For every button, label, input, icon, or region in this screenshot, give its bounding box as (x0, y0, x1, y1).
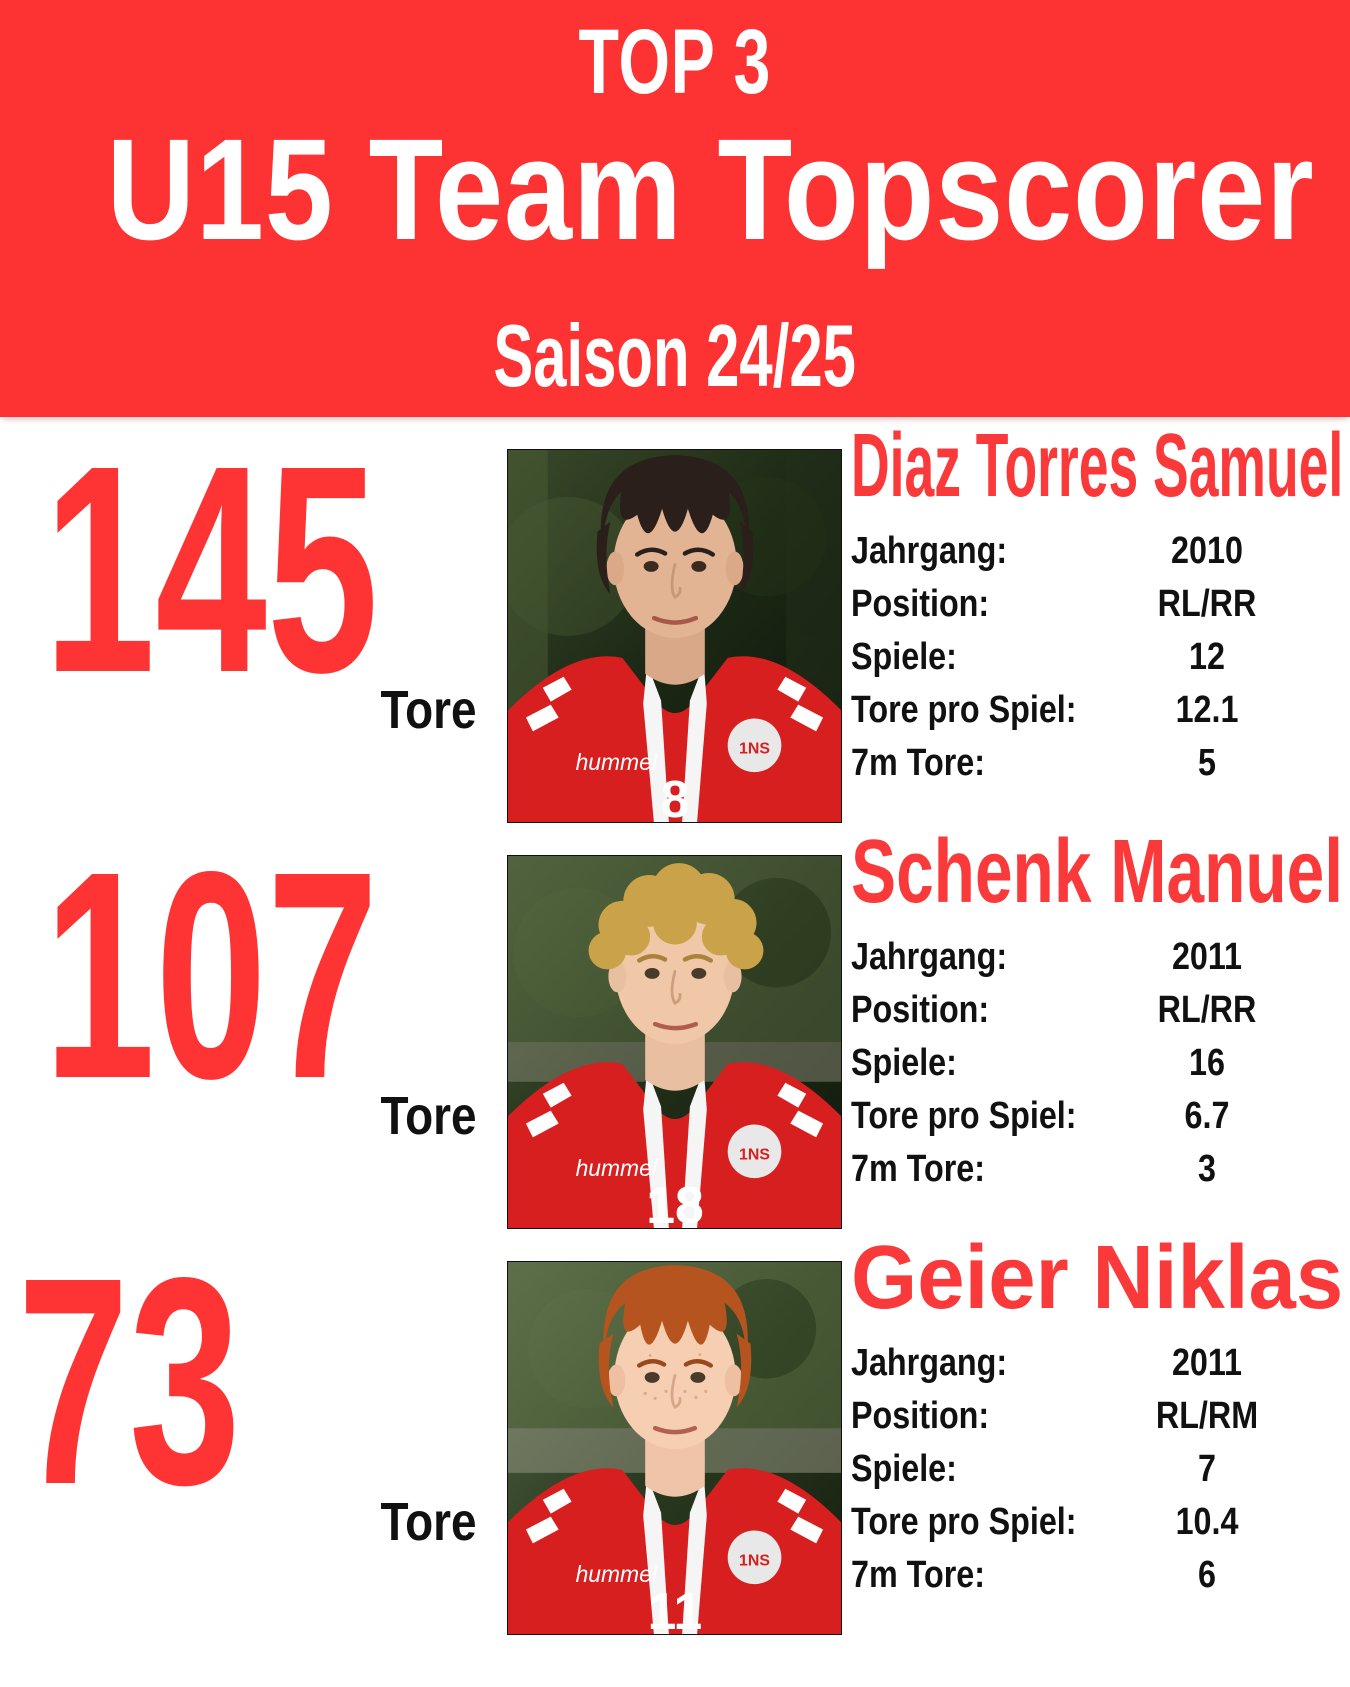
svg-text:1NS: 1NS (739, 1552, 770, 1569)
svg-text:1NS: 1NS (739, 740, 770, 757)
svg-text:1NS: 1NS (739, 1146, 770, 1163)
svg-text:hummel: hummel (576, 749, 658, 775)
svg-text:18: 18 (646, 1176, 703, 1228)
svg-text:11: 11 (648, 1582, 703, 1634)
svg-text:hummel: hummel (576, 1561, 658, 1587)
svg-text:8: 8 (661, 770, 690, 822)
